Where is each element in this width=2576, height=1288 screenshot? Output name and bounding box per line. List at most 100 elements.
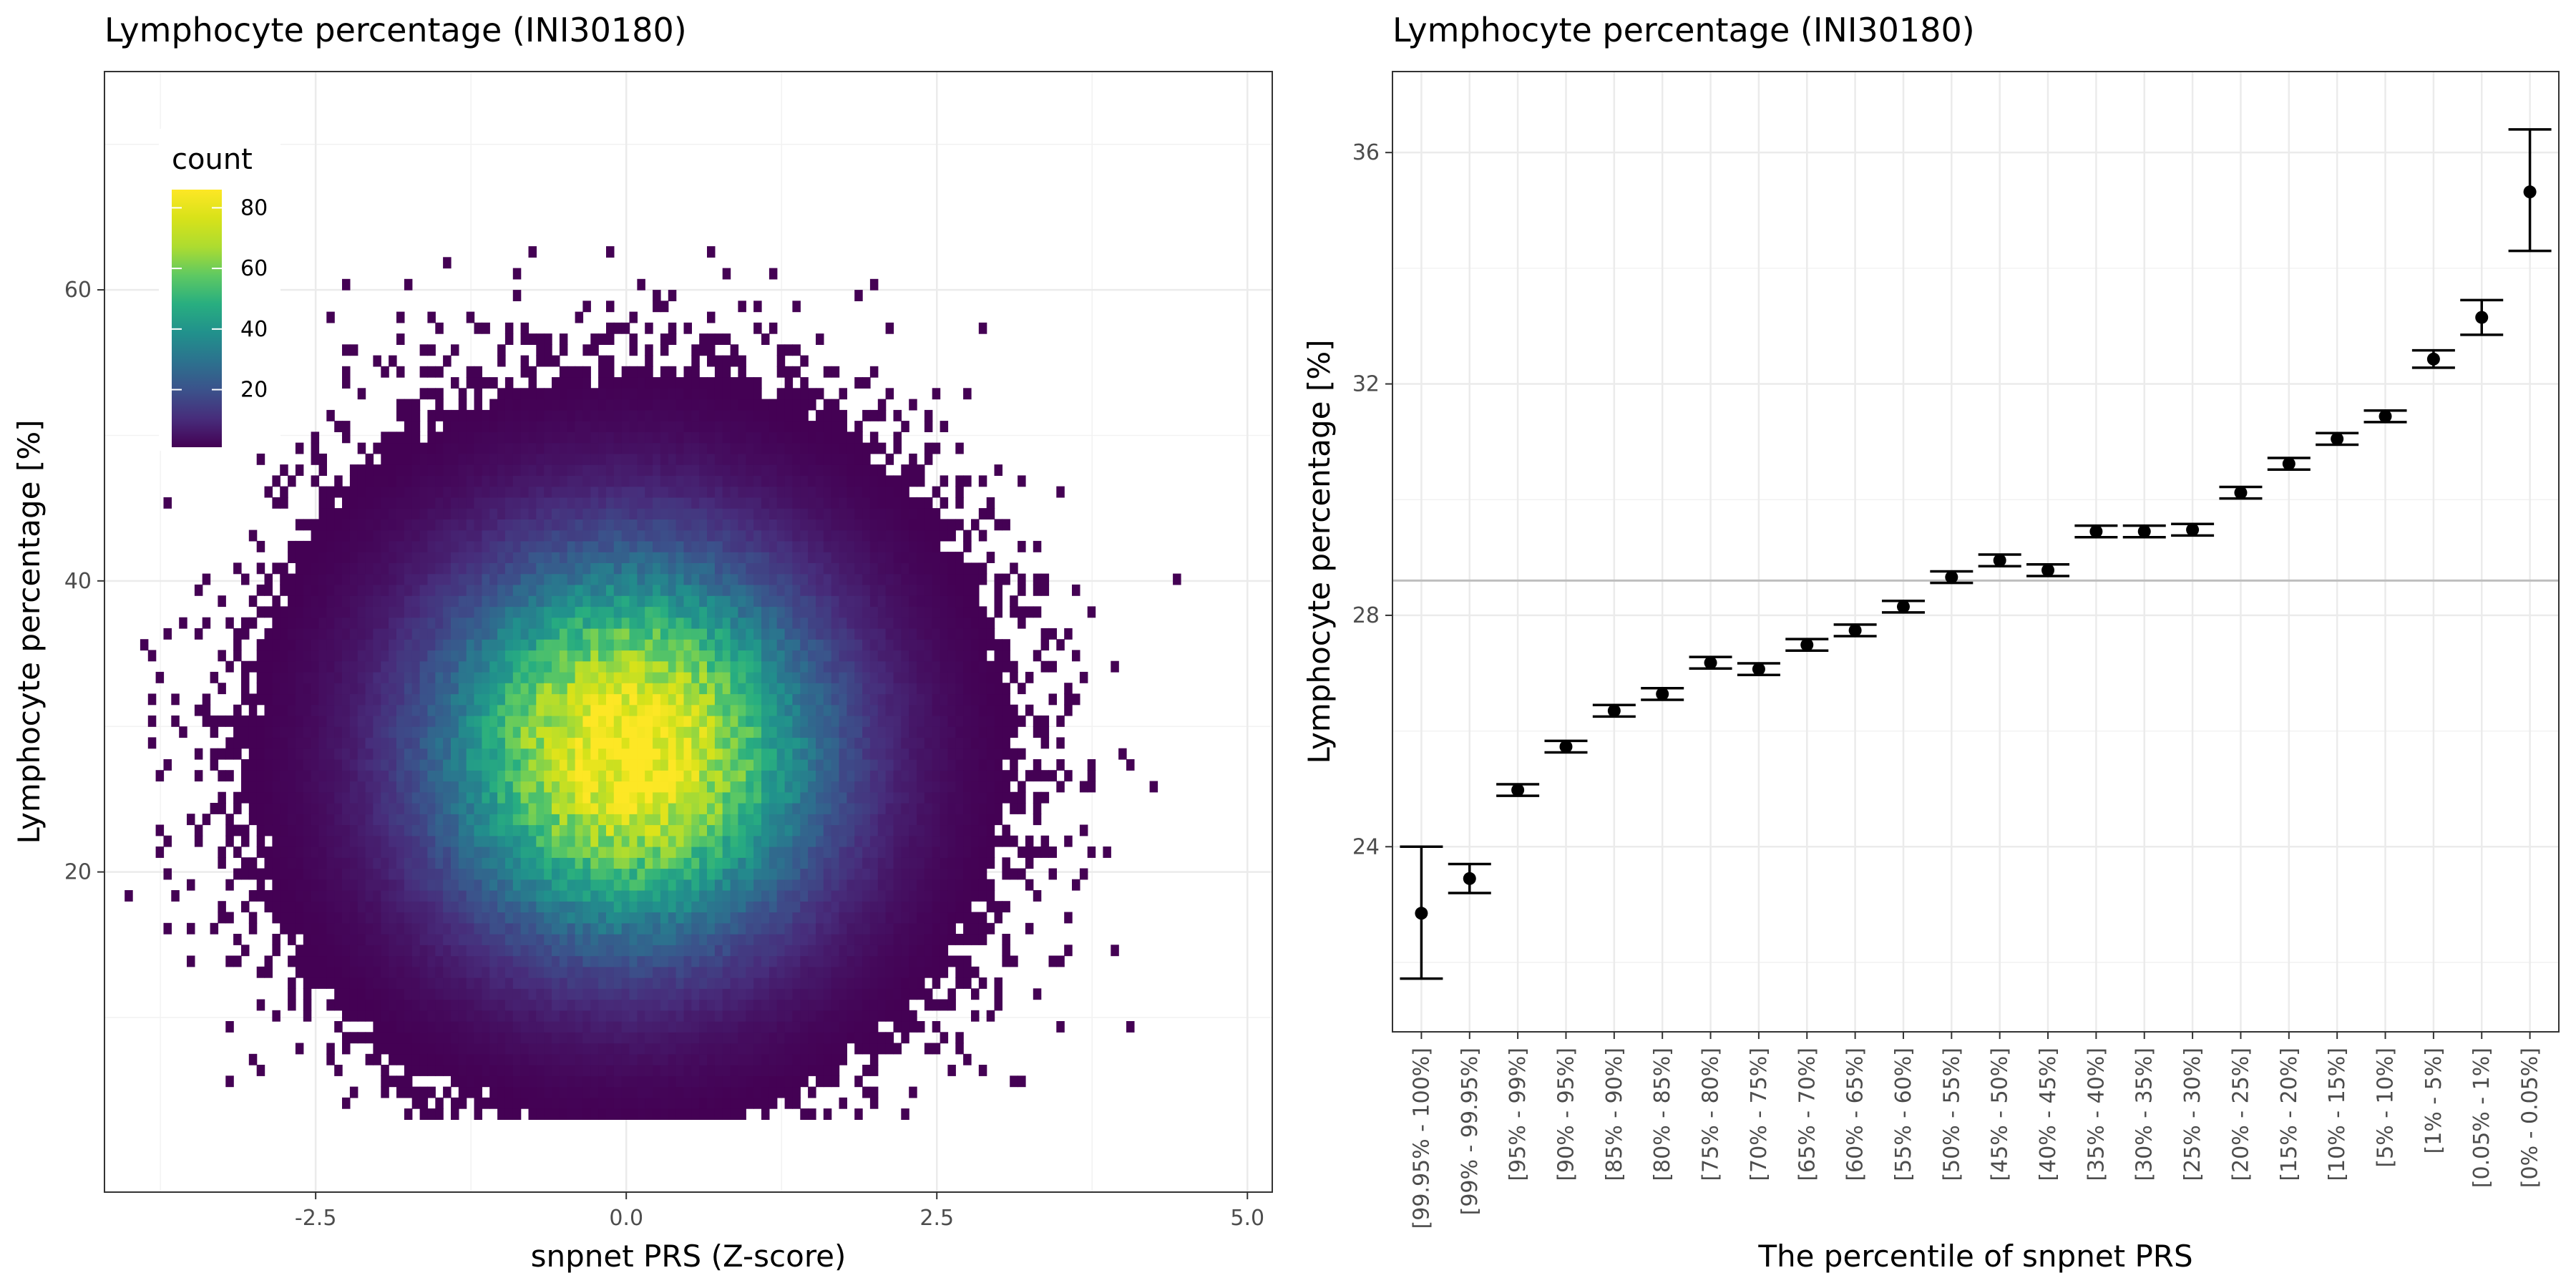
heatmap-cell <box>660 366 669 378</box>
heatmap-cell <box>404 595 413 608</box>
heatmap-cell <box>512 573 522 585</box>
heatmap-cell <box>776 748 786 760</box>
heatmap-cell <box>318 901 327 913</box>
heatmap-cell <box>629 868 638 880</box>
heatmap-cell <box>714 671 723 683</box>
heatmap-cell <box>520 835 530 847</box>
heatmap-cell <box>567 552 576 563</box>
heatmap-cell <box>722 268 731 280</box>
heatmap-cell <box>512 442 522 454</box>
heatmap-cell <box>722 421 731 432</box>
heatmap-cell <box>466 540 475 552</box>
heatmap-cell <box>528 748 537 760</box>
heatmap-cell <box>559 683 568 695</box>
heatmap-cell <box>746 824 754 836</box>
heatmap-cell <box>792 748 801 760</box>
heatmap-cell <box>784 519 794 531</box>
heatmap-cell <box>792 301 801 313</box>
heatmap-cell <box>816 442 824 454</box>
heatmap-cell <box>520 934 530 945</box>
heatmap-cell <box>451 835 459 847</box>
heatmap-cell <box>552 1108 560 1120</box>
heatmap-cell <box>621 748 630 760</box>
heatmap-cell <box>823 650 832 662</box>
heatmap-cell <box>629 399 638 411</box>
heatmap-cell <box>357 628 366 640</box>
heatmap-cell <box>466 562 475 575</box>
heatmap-cell <box>590 508 599 519</box>
heatmap-cell <box>808 1065 816 1076</box>
heatmap-cell <box>730 835 739 847</box>
heatmap-cell <box>730 934 739 945</box>
heatmap-cell <box>800 759 809 771</box>
heatmap-cell <box>482 824 490 836</box>
heatmap-cell <box>295 890 304 902</box>
heatmap-cell <box>629 857 638 869</box>
heatmap-cell <box>489 552 498 563</box>
heatmap-cell <box>730 540 739 552</box>
heatmap-cell <box>823 890 832 902</box>
heatmap-cell <box>590 388 599 400</box>
heatmap-cell <box>784 377 794 389</box>
heatmap-cell <box>552 955 560 967</box>
heatmap-cell <box>714 355 723 367</box>
heatmap-cell <box>761 1043 770 1055</box>
heatmap-cell <box>443 671 452 683</box>
heatmap-cell <box>248 748 258 760</box>
heatmap-cell <box>823 945 832 957</box>
heatmap-cell <box>683 890 692 902</box>
heatmap-cell <box>295 584 304 596</box>
heatmap-cell <box>606 781 615 793</box>
heatmap-cell <box>489 399 498 411</box>
heatmap-cell <box>303 693 312 706</box>
heatmap-cell <box>668 322 677 334</box>
heatmap-cell <box>816 409 824 421</box>
heatmap-cell <box>683 464 692 476</box>
heatmap-cell <box>520 999 530 1011</box>
heatmap-cell <box>536 508 545 519</box>
heatmap-cell <box>823 922 832 935</box>
heatmap-cell <box>831 770 840 782</box>
heatmap-cell <box>784 475 794 487</box>
heatmap-cell <box>451 639 459 651</box>
heatmap-cell <box>365 715 374 727</box>
heatmap-cell <box>536 453 545 465</box>
heatmap-cell <box>381 497 389 509</box>
heatmap-cell <box>606 399 615 411</box>
heatmap-cell <box>675 824 685 836</box>
heatmap-cell <box>660 421 669 432</box>
heatmap-cell <box>342 868 351 880</box>
heatmap-cell <box>349 999 358 1011</box>
heatmap-cell <box>443 584 452 596</box>
heatmap-cell <box>256 999 265 1011</box>
heatmap-cell <box>419 955 429 967</box>
heatmap-cell <box>637 486 645 498</box>
heatmap-cell <box>451 1065 459 1076</box>
heatmap-cell <box>288 660 296 673</box>
heatmap-cell <box>163 628 172 640</box>
heatmap-cell <box>334 945 343 957</box>
heatmap-cell <box>280 901 288 913</box>
heatmap-cell <box>784 726 794 738</box>
heatmap-cell <box>334 584 343 596</box>
heatmap-cell <box>784 606 794 618</box>
heatmap-cell <box>373 704 381 716</box>
heatmap-cell <box>575 1053 584 1065</box>
heatmap-cell <box>528 508 537 519</box>
heatmap-cell <box>411 399 421 411</box>
heatmap-cell <box>738 770 746 782</box>
heatmap-cell <box>334 486 343 498</box>
heatmap-cell <box>365 671 374 683</box>
heatmap-cell <box>800 912 809 924</box>
heatmap-cell <box>497 824 506 836</box>
heatmap-cell <box>816 868 824 880</box>
heatmap-cell <box>559 847 568 858</box>
heatmap-cell <box>381 683 389 695</box>
heatmap-cell <box>404 814 413 826</box>
heatmap-cell <box>318 519 327 531</box>
heatmap-cell <box>707 770 716 782</box>
heatmap-cell <box>264 683 273 695</box>
heatmap-cell <box>753 922 762 935</box>
heatmap-cell <box>295 540 304 552</box>
heatmap-cell <box>520 431 530 444</box>
